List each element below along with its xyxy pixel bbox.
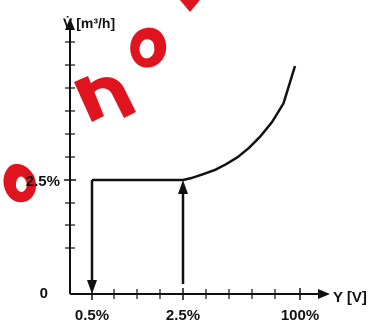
series-line-characteristic [92,65,297,182]
y-tick-label-2.5: 2.5% [26,173,60,190]
x-axis-label: Y [V] [333,289,367,306]
x-axis-arrowhead [318,289,330,299]
y-axis-label: V̇ [m³/h] [63,15,115,31]
origin-label: 0 [40,285,48,302]
arrow-up-head [178,180,188,194]
x-tick-label-2.5: 2.5% [166,307,200,324]
arrow-down-head [87,280,97,294]
x-tick-label-100: 100% [281,307,319,324]
x-tick-label-0.5: 0.5% [75,307,109,324]
y-axis-arrowhead [65,18,75,30]
watermark-logo [3,0,200,203]
